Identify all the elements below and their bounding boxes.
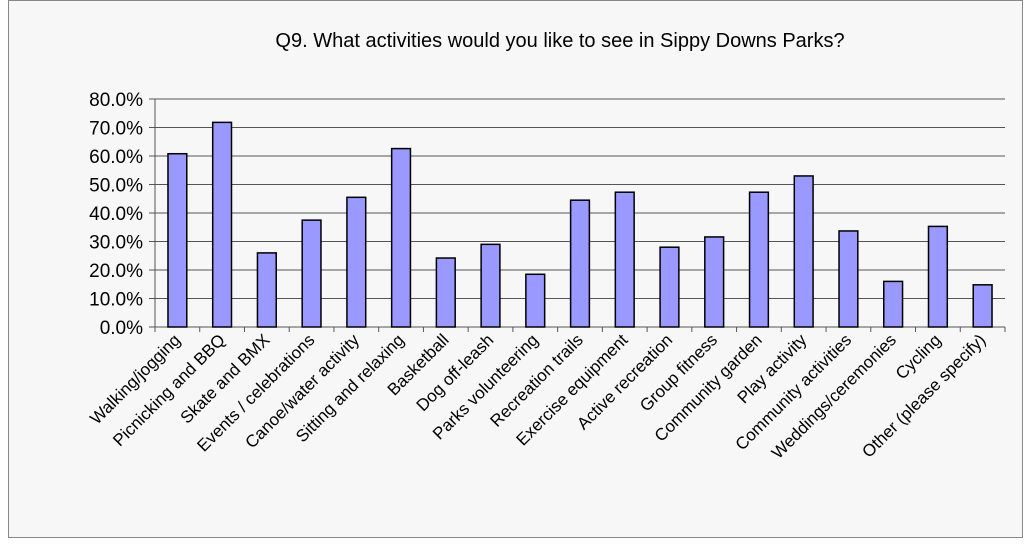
bar [390, 147, 412, 328]
y-tick-label: 40.0% [89, 204, 143, 225]
y-tick-label: 70.0% [89, 119, 143, 140]
bar [659, 246, 680, 328]
bar [972, 284, 993, 328]
gridlines [155, 98, 1005, 299]
bar [614, 191, 635, 328]
y-tick-label: 10.0% [89, 290, 143, 311]
y-axis-tick-labels: 0.0% 10.0% 20.0% 30.0% 40.0% 50.0% 60.0% 70.0% 8… [89, 90, 143, 339]
bar [838, 230, 859, 328]
y-tick-label: 60.0% [89, 147, 143, 168]
y-tick-label: 80.0% [89, 90, 143, 111]
bar [883, 280, 904, 328]
bars [167, 121, 993, 328]
bar [211, 121, 233, 328]
y-tick-label: 20.0% [89, 261, 143, 282]
bar [346, 196, 367, 328]
bar [704, 236, 725, 328]
bar [256, 252, 277, 328]
bar [793, 175, 814, 328]
y-tick-label: 30.0% [89, 233, 143, 254]
bar [435, 257, 456, 328]
bar [927, 225, 949, 328]
bar [301, 219, 322, 328]
y-tick-label: 0.0% [100, 318, 143, 339]
bar [569, 199, 591, 328]
chart-title: Q9. What activities would you like to se… [275, 30, 844, 52]
bar [525, 273, 546, 328]
bar [748, 191, 770, 328]
bar [480, 243, 501, 328]
y-tick-label: 50.0% [89, 176, 143, 197]
bar [167, 152, 188, 328]
